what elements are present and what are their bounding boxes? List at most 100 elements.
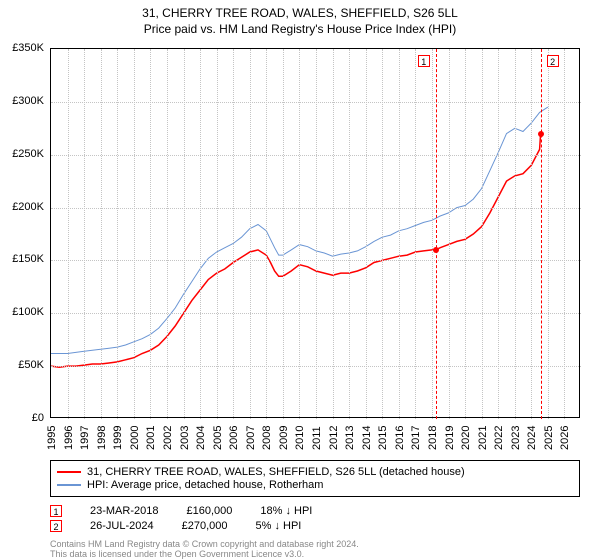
y-tick-label: £200K xyxy=(12,201,44,213)
x-tick-label: 2023 xyxy=(510,426,522,450)
gridline-vertical xyxy=(449,49,450,419)
x-tick-label: 2024 xyxy=(526,426,538,450)
x-tick-label: 1996 xyxy=(63,426,75,450)
sale-marker-icon: 2 xyxy=(547,55,559,67)
x-tick-label: 2006 xyxy=(228,426,240,450)
x-tick-label: 2001 xyxy=(145,426,157,450)
gridline-vertical xyxy=(250,49,251,419)
sale-marker-icon: 2 xyxy=(50,520,62,532)
gridline-vertical xyxy=(283,49,284,419)
gridline-vertical xyxy=(84,49,85,419)
x-tick-label: 2007 xyxy=(245,426,257,450)
chart-title-2: Price paid vs. HM Land Registry's House … xyxy=(0,22,600,36)
gridline-vertical xyxy=(432,49,433,419)
x-tick-label: 2008 xyxy=(261,426,273,450)
y-tick-label: £50K xyxy=(18,359,44,371)
sale-delta: 5% ↓ HPI xyxy=(255,520,301,532)
x-tick-label: 2005 xyxy=(212,426,224,450)
x-tick-label: 2013 xyxy=(344,426,356,450)
gridline-vertical xyxy=(299,49,300,419)
x-tick-label: 2011 xyxy=(311,426,323,450)
gridline-vertical xyxy=(200,49,201,419)
sale-delta: 18% ↓ HPI xyxy=(260,505,312,517)
sale-point-dot xyxy=(538,131,544,137)
x-tick-label: 2020 xyxy=(460,426,472,450)
gridline-vertical xyxy=(564,49,565,419)
y-tick-label: £100K xyxy=(12,306,44,318)
gridline-vertical xyxy=(184,49,185,419)
x-tick-label: 2016 xyxy=(394,426,406,450)
x-tick-label: 2025 xyxy=(543,426,555,450)
gridline-vertical xyxy=(399,49,400,419)
sale-guideline xyxy=(436,49,437,419)
gridline-vertical xyxy=(382,49,383,419)
gridline-vertical xyxy=(548,49,549,419)
footer-line-2: This data is licensed under the Open Gov… xyxy=(50,550,359,560)
gridline-vertical xyxy=(531,49,532,419)
y-tick-label: £150K xyxy=(12,253,44,265)
gridline-vertical xyxy=(366,49,367,419)
gridline-vertical xyxy=(515,49,516,419)
sale-marker-icon: 1 xyxy=(50,505,62,517)
y-tick-label: £300K xyxy=(12,95,44,107)
y-tick-label: £0 xyxy=(32,412,44,424)
sales-table: 1 23-MAR-2018 £160,000 18% ↓ HPI 2 26-JU… xyxy=(50,502,580,535)
legend-swatch xyxy=(57,471,81,473)
sale-date: 26-JUL-2024 xyxy=(90,520,154,532)
legend-label: HPI: Average price, detached house, Roth… xyxy=(87,479,323,491)
legend-swatch xyxy=(57,484,81,486)
series-line xyxy=(51,134,541,368)
gridline-vertical xyxy=(465,49,466,419)
titles: 31, CHERRY TREE ROAD, WALES, SHEFFIELD, … xyxy=(0,0,600,36)
x-tick-label: 1998 xyxy=(96,426,108,450)
x-tick-label: 2010 xyxy=(294,426,306,450)
sale-date: 23-MAR-2018 xyxy=(90,505,158,517)
x-tick-label: 2009 xyxy=(278,426,290,450)
gridline-vertical xyxy=(415,49,416,419)
x-tick-label: 2026 xyxy=(559,426,571,450)
x-tick-label: 2000 xyxy=(129,426,141,450)
gridline-vertical xyxy=(349,49,350,419)
gridline-vertical xyxy=(233,49,234,419)
gridline-vertical xyxy=(498,49,499,419)
footer: Contains HM Land Registry data © Crown c… xyxy=(50,540,359,560)
x-tick-label: 1995 xyxy=(46,426,58,450)
plot-area: 12 xyxy=(50,48,580,418)
chart-title-1: 31, CHERRY TREE ROAD, WALES, SHEFFIELD, … xyxy=(0,6,600,20)
sale-guideline xyxy=(541,49,542,419)
x-tick-label: 2012 xyxy=(328,426,340,450)
sale-price: £160,000 xyxy=(186,505,232,517)
y-tick-label: £250K xyxy=(12,148,44,160)
legend: 31, CHERRY TREE ROAD, WALES, SHEFFIELD, … xyxy=(50,460,580,497)
chart-area: 12 £0£50K£100K£150K£200K£250K£300K£350K1… xyxy=(50,48,580,418)
sale-price: £270,000 xyxy=(182,520,228,532)
gridline-vertical xyxy=(316,49,317,419)
x-tick-label: 2021 xyxy=(477,426,489,450)
legend-row: 31, CHERRY TREE ROAD, WALES, SHEFFIELD, … xyxy=(57,466,573,478)
gridline-vertical xyxy=(101,49,102,419)
gridline-vertical xyxy=(266,49,267,419)
gridline-vertical xyxy=(134,49,135,419)
gridline-vertical xyxy=(167,49,168,419)
chart-container: 31, CHERRY TREE ROAD, WALES, SHEFFIELD, … xyxy=(0,0,600,560)
y-tick-label: £350K xyxy=(12,42,44,54)
x-tick-label: 2019 xyxy=(444,426,456,450)
x-tick-label: 2014 xyxy=(361,426,373,450)
x-tick-label: 2004 xyxy=(195,426,207,450)
x-tick-label: 2002 xyxy=(162,426,174,450)
x-tick-label: 2015 xyxy=(377,426,389,450)
gridline-vertical xyxy=(117,49,118,419)
x-tick-label: 2017 xyxy=(410,426,422,450)
x-tick-label: 2018 xyxy=(427,426,439,450)
legend-row: HPI: Average price, detached house, Roth… xyxy=(57,479,573,491)
gridline-vertical xyxy=(68,49,69,419)
sale-marker-icon: 1 xyxy=(418,55,430,67)
gridline-vertical xyxy=(482,49,483,419)
gridline-vertical xyxy=(217,49,218,419)
x-tick-label: 1999 xyxy=(112,426,124,450)
legend-label: 31, CHERRY TREE ROAD, WALES, SHEFFIELD, … xyxy=(87,466,465,478)
table-row: 2 26-JUL-2024 £270,000 5% ↓ HPI xyxy=(50,520,580,532)
gridline-vertical xyxy=(150,49,151,419)
x-tick-label: 2022 xyxy=(493,426,505,450)
sale-point-dot xyxy=(433,247,439,253)
